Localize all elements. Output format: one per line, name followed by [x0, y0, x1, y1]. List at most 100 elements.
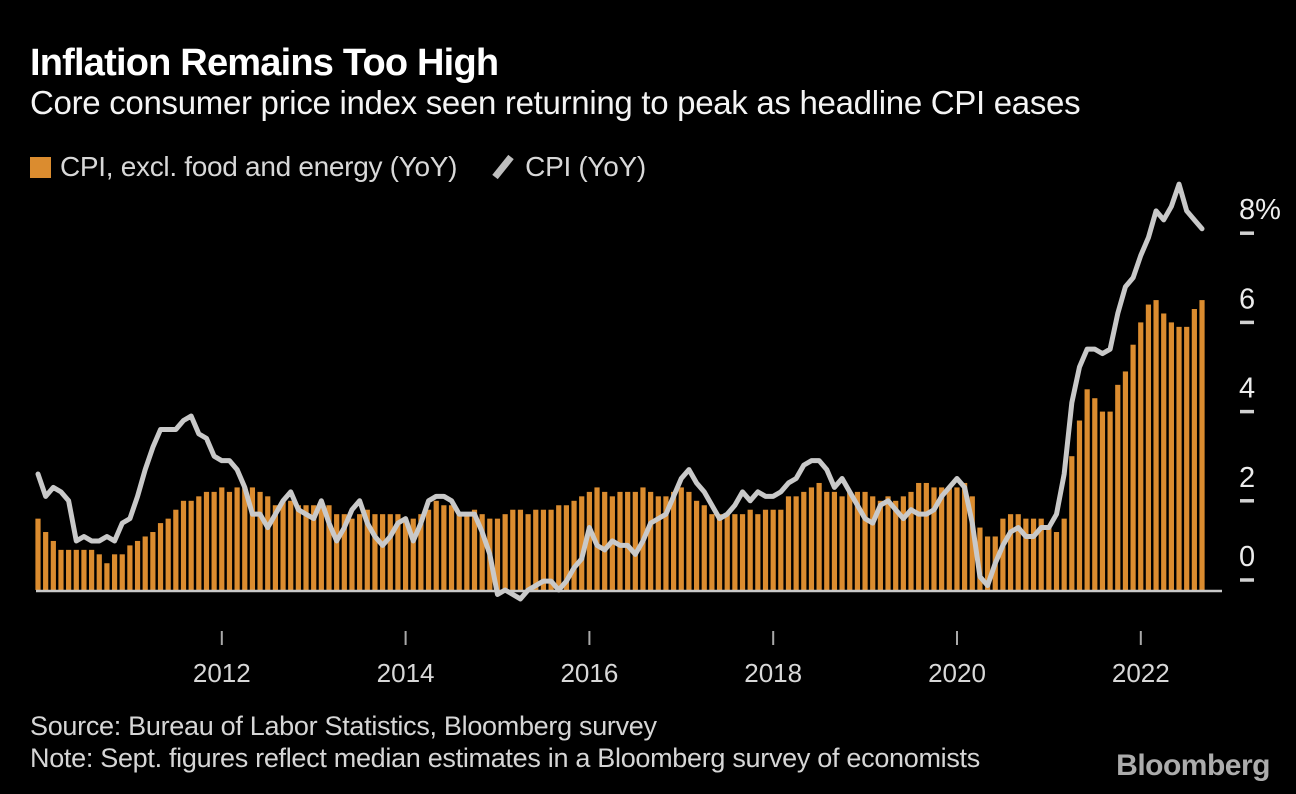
core-cpi-bar — [387, 514, 393, 590]
core-cpi-bar — [303, 505, 309, 590]
core-cpi-bar — [1015, 514, 1021, 590]
core-cpi-bar — [556, 505, 562, 590]
x-axis-label: 2016 — [560, 658, 618, 688]
core-cpi-bar — [1115, 384, 1121, 590]
core-cpi-bar — [870, 496, 876, 590]
core-cpi-bar — [1053, 532, 1060, 590]
core-cpi-bar — [119, 554, 125, 590]
core-cpi-bar — [1153, 300, 1159, 590]
core-cpi-bar — [1176, 326, 1182, 590]
core-cpi-bar — [571, 500, 577, 590]
core-cpi-bar — [1061, 518, 1067, 590]
core-cpi-bar — [563, 505, 569, 590]
core-cpi-bar — [58, 549, 64, 590]
core-cpi-bar — [923, 482, 929, 590]
core-cpi-bar — [648, 491, 654, 590]
core-cpi-bar — [272, 505, 278, 590]
x-axis-label: 2020 — [928, 658, 986, 688]
core-cpi-bar — [104, 563, 110, 590]
note-text: Note: Sept. figures reflect median estim… — [30, 743, 980, 773]
core-cpi-bar — [1168, 322, 1174, 590]
core-cpi-bar — [219, 487, 225, 590]
core-cpi-bar — [778, 509, 784, 590]
core-cpi-bar — [402, 518, 409, 590]
core-cpi-bar — [380, 514, 386, 590]
core-cpi-bar — [479, 514, 485, 590]
x-axis-label: 2014 — [377, 658, 435, 688]
core-cpi-bar — [280, 500, 286, 590]
core-cpi-bar — [540, 509, 547, 590]
core-cpi-bar — [908, 491, 914, 590]
x-axis-group: 2012 2014 2016 2018 2020 2022 — [193, 631, 1170, 688]
core-cpi-bar — [1007, 514, 1014, 590]
x-axis-label: 2012 — [193, 658, 251, 688]
core-cpi-bar — [464, 514, 470, 590]
core-cpi-bar — [134, 540, 141, 590]
core-cpi-bar — [900, 496, 906, 590]
core-cpi-bar — [594, 487, 600, 590]
core-cpi-bar — [1038, 518, 1044, 590]
core-cpi-bar — [625, 491, 631, 590]
core-cpi-bar — [877, 500, 883, 590]
core-cpi-bar — [893, 500, 899, 590]
core-cpi-bar — [1076, 420, 1083, 590]
core-cpi-bar — [962, 482, 968, 590]
core-cpi-bar — [111, 554, 118, 590]
core-cpi-bar — [862, 491, 868, 590]
core-cpi-bar — [357, 514, 363, 590]
core-cpi-bar — [334, 514, 340, 590]
core-cpi-bar — [471, 509, 478, 590]
core-cpi-bar — [1092, 398, 1098, 590]
core-cpi-bar — [602, 491, 608, 590]
core-cpi-bar — [686, 491, 692, 590]
core-cpi-bar — [226, 491, 233, 590]
core-cpi-bar — [265, 496, 271, 590]
core-cpi-bar — [586, 491, 592, 590]
core-cpi-bar — [1023, 518, 1029, 590]
core-cpi-bar — [249, 487, 256, 590]
core-cpi-bar — [311, 505, 317, 590]
core-cpi-bar — [579, 496, 585, 590]
core-cpi-bar — [747, 509, 753, 590]
core-cpi-bar — [349, 518, 355, 590]
core-cpi-bar — [517, 509, 524, 590]
core-cpi-bar — [494, 518, 501, 590]
core-cpi-bar — [1122, 371, 1129, 590]
core-cpi-bar — [295, 505, 301, 590]
core-cpi-bar — [364, 509, 370, 590]
core-cpi-bar — [341, 514, 347, 590]
core-cpi-bar — [785, 496, 792, 590]
core-cpi-bar — [548, 509, 554, 590]
core-cpi-bar — [35, 518, 41, 590]
core-cpi-bar — [847, 491, 853, 590]
core-cpi-bar — [211, 491, 217, 590]
core-cpi-bar — [441, 505, 447, 590]
core-cpi-bar — [510, 509, 516, 590]
core-cpi-bar — [203, 491, 210, 590]
core-cpi-bar — [1069, 456, 1075, 590]
core-cpi-bar — [1191, 309, 1197, 590]
core-cpi-bar — [716, 514, 723, 590]
core-cpi-bar — [66, 549, 72, 590]
core-cpi-bar — [165, 518, 171, 590]
core-cpi-bar — [885, 496, 891, 590]
core-cpi-bar — [96, 554, 102, 590]
core-cpi-bar — [1000, 518, 1006, 590]
core-cpi-bar — [939, 487, 945, 590]
core-cpi-bar — [854, 491, 861, 590]
legend-label-core-cpi: CPI, excl. food and energy (YoY) — [60, 151, 458, 182]
core-cpi-bar — [173, 509, 179, 590]
x-axis-label: 2022 — [1112, 658, 1170, 688]
core-cpi-bar — [150, 532, 156, 590]
core-cpi-bar — [180, 500, 187, 590]
core-cpi-bar — [326, 505, 332, 590]
bar-series-swatch-icon — [30, 156, 51, 178]
core-cpi-bar — [502, 514, 508, 590]
y-axis-label: 2 — [1239, 462, 1255, 494]
chart-subtitle: Core consumer price index seen returning… — [30, 84, 1081, 121]
core-cpi-bar — [946, 487, 952, 590]
core-cpi-bar — [418, 514, 424, 590]
core-cpi-bar — [839, 496, 845, 590]
core-cpi-bar — [50, 540, 56, 590]
